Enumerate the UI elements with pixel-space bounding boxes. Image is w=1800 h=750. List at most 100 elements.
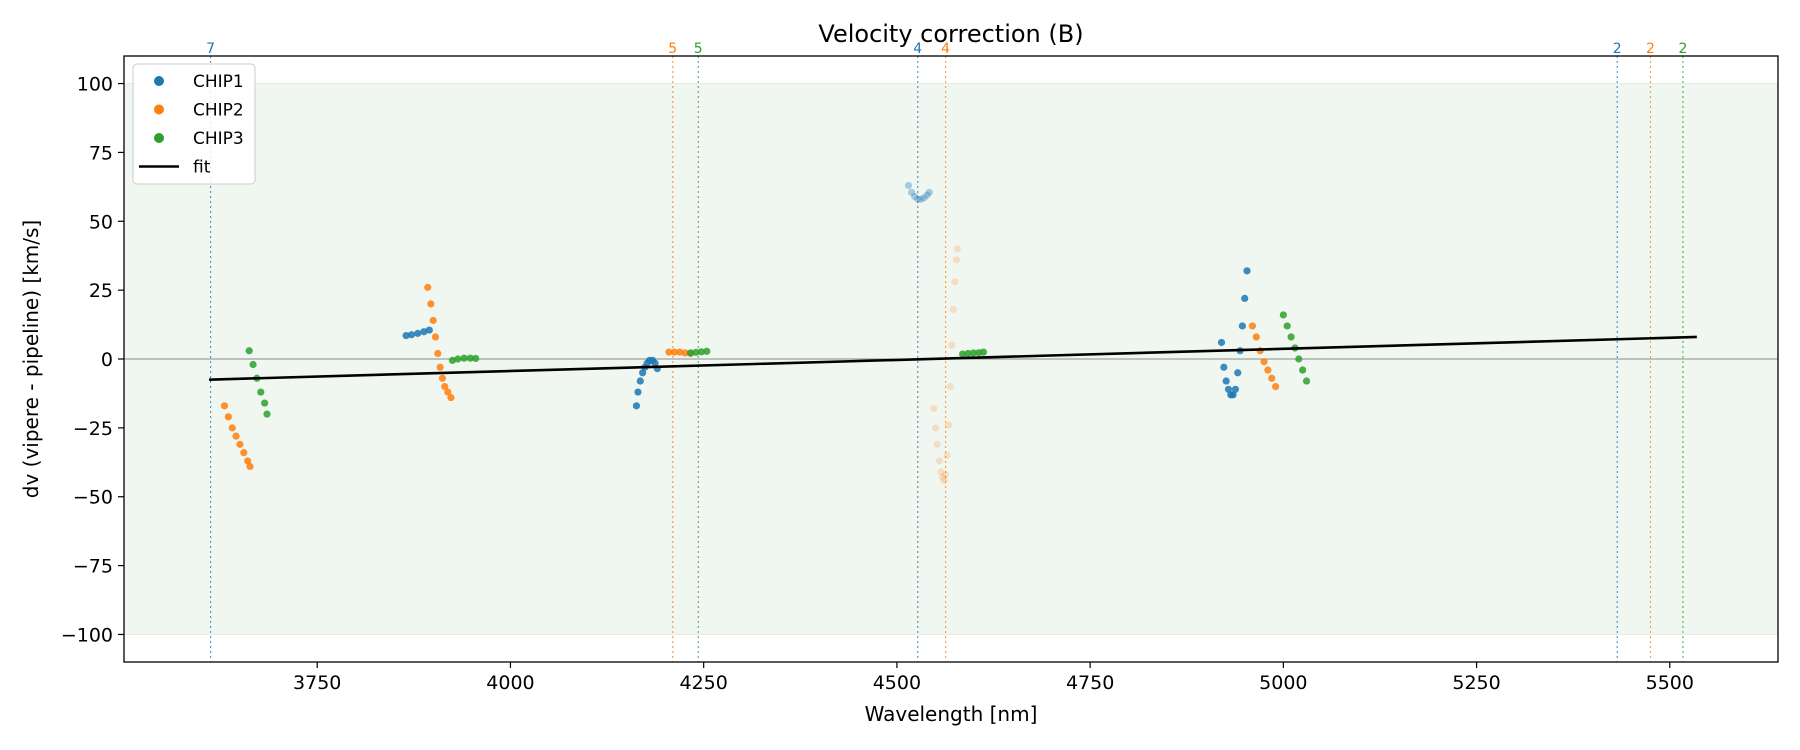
legend-marker-chip2	[154, 104, 164, 115]
data-point-chip3	[1279, 311, 1287, 319]
data-point-chip2	[434, 349, 442, 358]
data-point-chip2	[953, 245, 961, 253]
data-point-chip2	[940, 476, 948, 484]
order-marker-label: 7	[206, 41, 215, 57]
data-point-chip1	[634, 388, 642, 396]
data-point-chip2	[431, 333, 440, 341]
data-point-chip1	[420, 328, 428, 336]
data-point-chip3	[245, 347, 253, 355]
data-point-chip2	[948, 341, 956, 349]
x-tick-label: 4750	[1066, 672, 1114, 694]
data-point-chip3	[697, 348, 705, 356]
data-point-chip3	[263, 410, 271, 418]
data-point-chip1	[1229, 391, 1237, 399]
legend-label-fit: fit	[193, 158, 211, 178]
y-tick-label: −75	[73, 556, 113, 578]
data-point-chip2	[931, 424, 940, 432]
y-tick-label: 100	[77, 74, 113, 96]
y-tick-label: 75	[89, 142, 113, 164]
x-tick-label: 4000	[486, 672, 534, 694]
data-point-chip2	[436, 363, 444, 371]
data-point-chip2	[943, 451, 951, 460]
data-point-chip2	[240, 449, 248, 457]
data-point-chip3	[249, 360, 257, 369]
plot-area: 7 5 5 4 4 2 2 2	[123, 41, 1779, 662]
data-point-chip2	[1264, 366, 1272, 374]
y-tick-label: −25	[73, 418, 113, 440]
data-point-chip2	[665, 348, 673, 356]
data-point-chip1	[923, 191, 931, 199]
order-marker-label: 4	[913, 41, 922, 57]
data-point-chip2	[246, 462, 254, 471]
data-point-chip1	[907, 188, 916, 196]
fit-line	[208, 335, 1697, 381]
data-point-chip1	[917, 195, 925, 203]
data-point-chip1	[414, 329, 422, 337]
data-point-chip1	[1241, 294, 1249, 302]
data-point-chip2	[933, 440, 941, 448]
series-points	[220, 181, 1311, 484]
y-tick-label: 0	[101, 349, 113, 371]
y-tick-label: 25	[89, 280, 113, 302]
order-marker-label: 2	[1678, 41, 1687, 57]
data-point-chip3	[1283, 322, 1291, 330]
data-point-chip1	[1243, 267, 1251, 275]
y-tick-label: −100	[61, 624, 113, 646]
data-point-chip1	[1220, 363, 1228, 371]
x-tick-label: 5000	[1259, 672, 1307, 694]
data-point-chip1	[925, 188, 933, 196]
data-point-chip2	[224, 413, 232, 421]
data-point-chip2	[941, 471, 950, 479]
data-point-chip3	[964, 349, 972, 358]
data-point-chip2	[676, 348, 684, 356]
data-point-chip2	[935, 457, 944, 465]
data-point-chip3	[958, 350, 967, 358]
data-point-chip3	[979, 348, 988, 356]
legend-label-chip2: CHIP2	[193, 101, 244, 121]
data-point-chip2	[441, 382, 449, 391]
data-point-chip1	[914, 195, 922, 203]
y-axis-label: dv (vipere - pipeline) [km/s]	[19, 220, 43, 498]
legend-label-chip3: CHIP3	[193, 129, 244, 149]
order-marker-label: 2	[1646, 41, 1655, 57]
data-point-chip2	[220, 402, 229, 410]
data-point-chip2	[946, 382, 954, 391]
y-tick-label: −50	[73, 487, 113, 509]
data-point-chip2	[1260, 358, 1268, 366]
data-point-chip3	[261, 399, 269, 407]
data-point-chip2	[952, 256, 961, 264]
order-markers: 7 5 5 4 4 2 2 2	[206, 41, 1687, 662]
order-marker-label: 5	[668, 41, 677, 57]
data-point-chip2	[228, 424, 236, 432]
legend-box	[132, 63, 256, 185]
data-point-chip1	[632, 402, 641, 410]
data-point-chip3	[686, 349, 695, 357]
data-point-chip1	[911, 192, 919, 201]
axes-frame	[123, 55, 1779, 663]
data-point-chip1	[1217, 338, 1226, 347]
data-point-chip3	[448, 356, 457, 364]
data-point-chip3	[466, 354, 474, 362]
data-point-chip1	[920, 194, 928, 202]
x-tick-label: 3750	[293, 672, 341, 694]
data-point-chip2	[429, 316, 437, 325]
data-point-chip2	[236, 440, 244, 448]
data-point-chip2	[427, 300, 435, 308]
data-point-chip1	[425, 326, 433, 334]
data-point-chip2	[1272, 382, 1280, 391]
data-point-chip2	[670, 348, 678, 356]
data-point-chip3	[1302, 377, 1311, 385]
x-axis-label: Wavelength [nm]	[865, 702, 1038, 726]
data-point-chip1	[904, 181, 913, 190]
data-point-chip2	[1248, 322, 1257, 330]
data-point-chip1	[1222, 377, 1230, 385]
data-point-chip2	[949, 305, 957, 314]
y-axis: −100 −75 −50 −25 0 25 50 75 100	[61, 74, 124, 646]
data-point-chip2	[945, 421, 953, 429]
data-point-chip1	[639, 369, 647, 377]
data-point-chip3	[703, 347, 711, 355]
data-point-chip1	[651, 359, 659, 367]
data-point-chip2	[951, 278, 959, 286]
chart-title: Velocity correction (B)	[818, 20, 1083, 48]
data-point-chip2	[424, 283, 432, 291]
